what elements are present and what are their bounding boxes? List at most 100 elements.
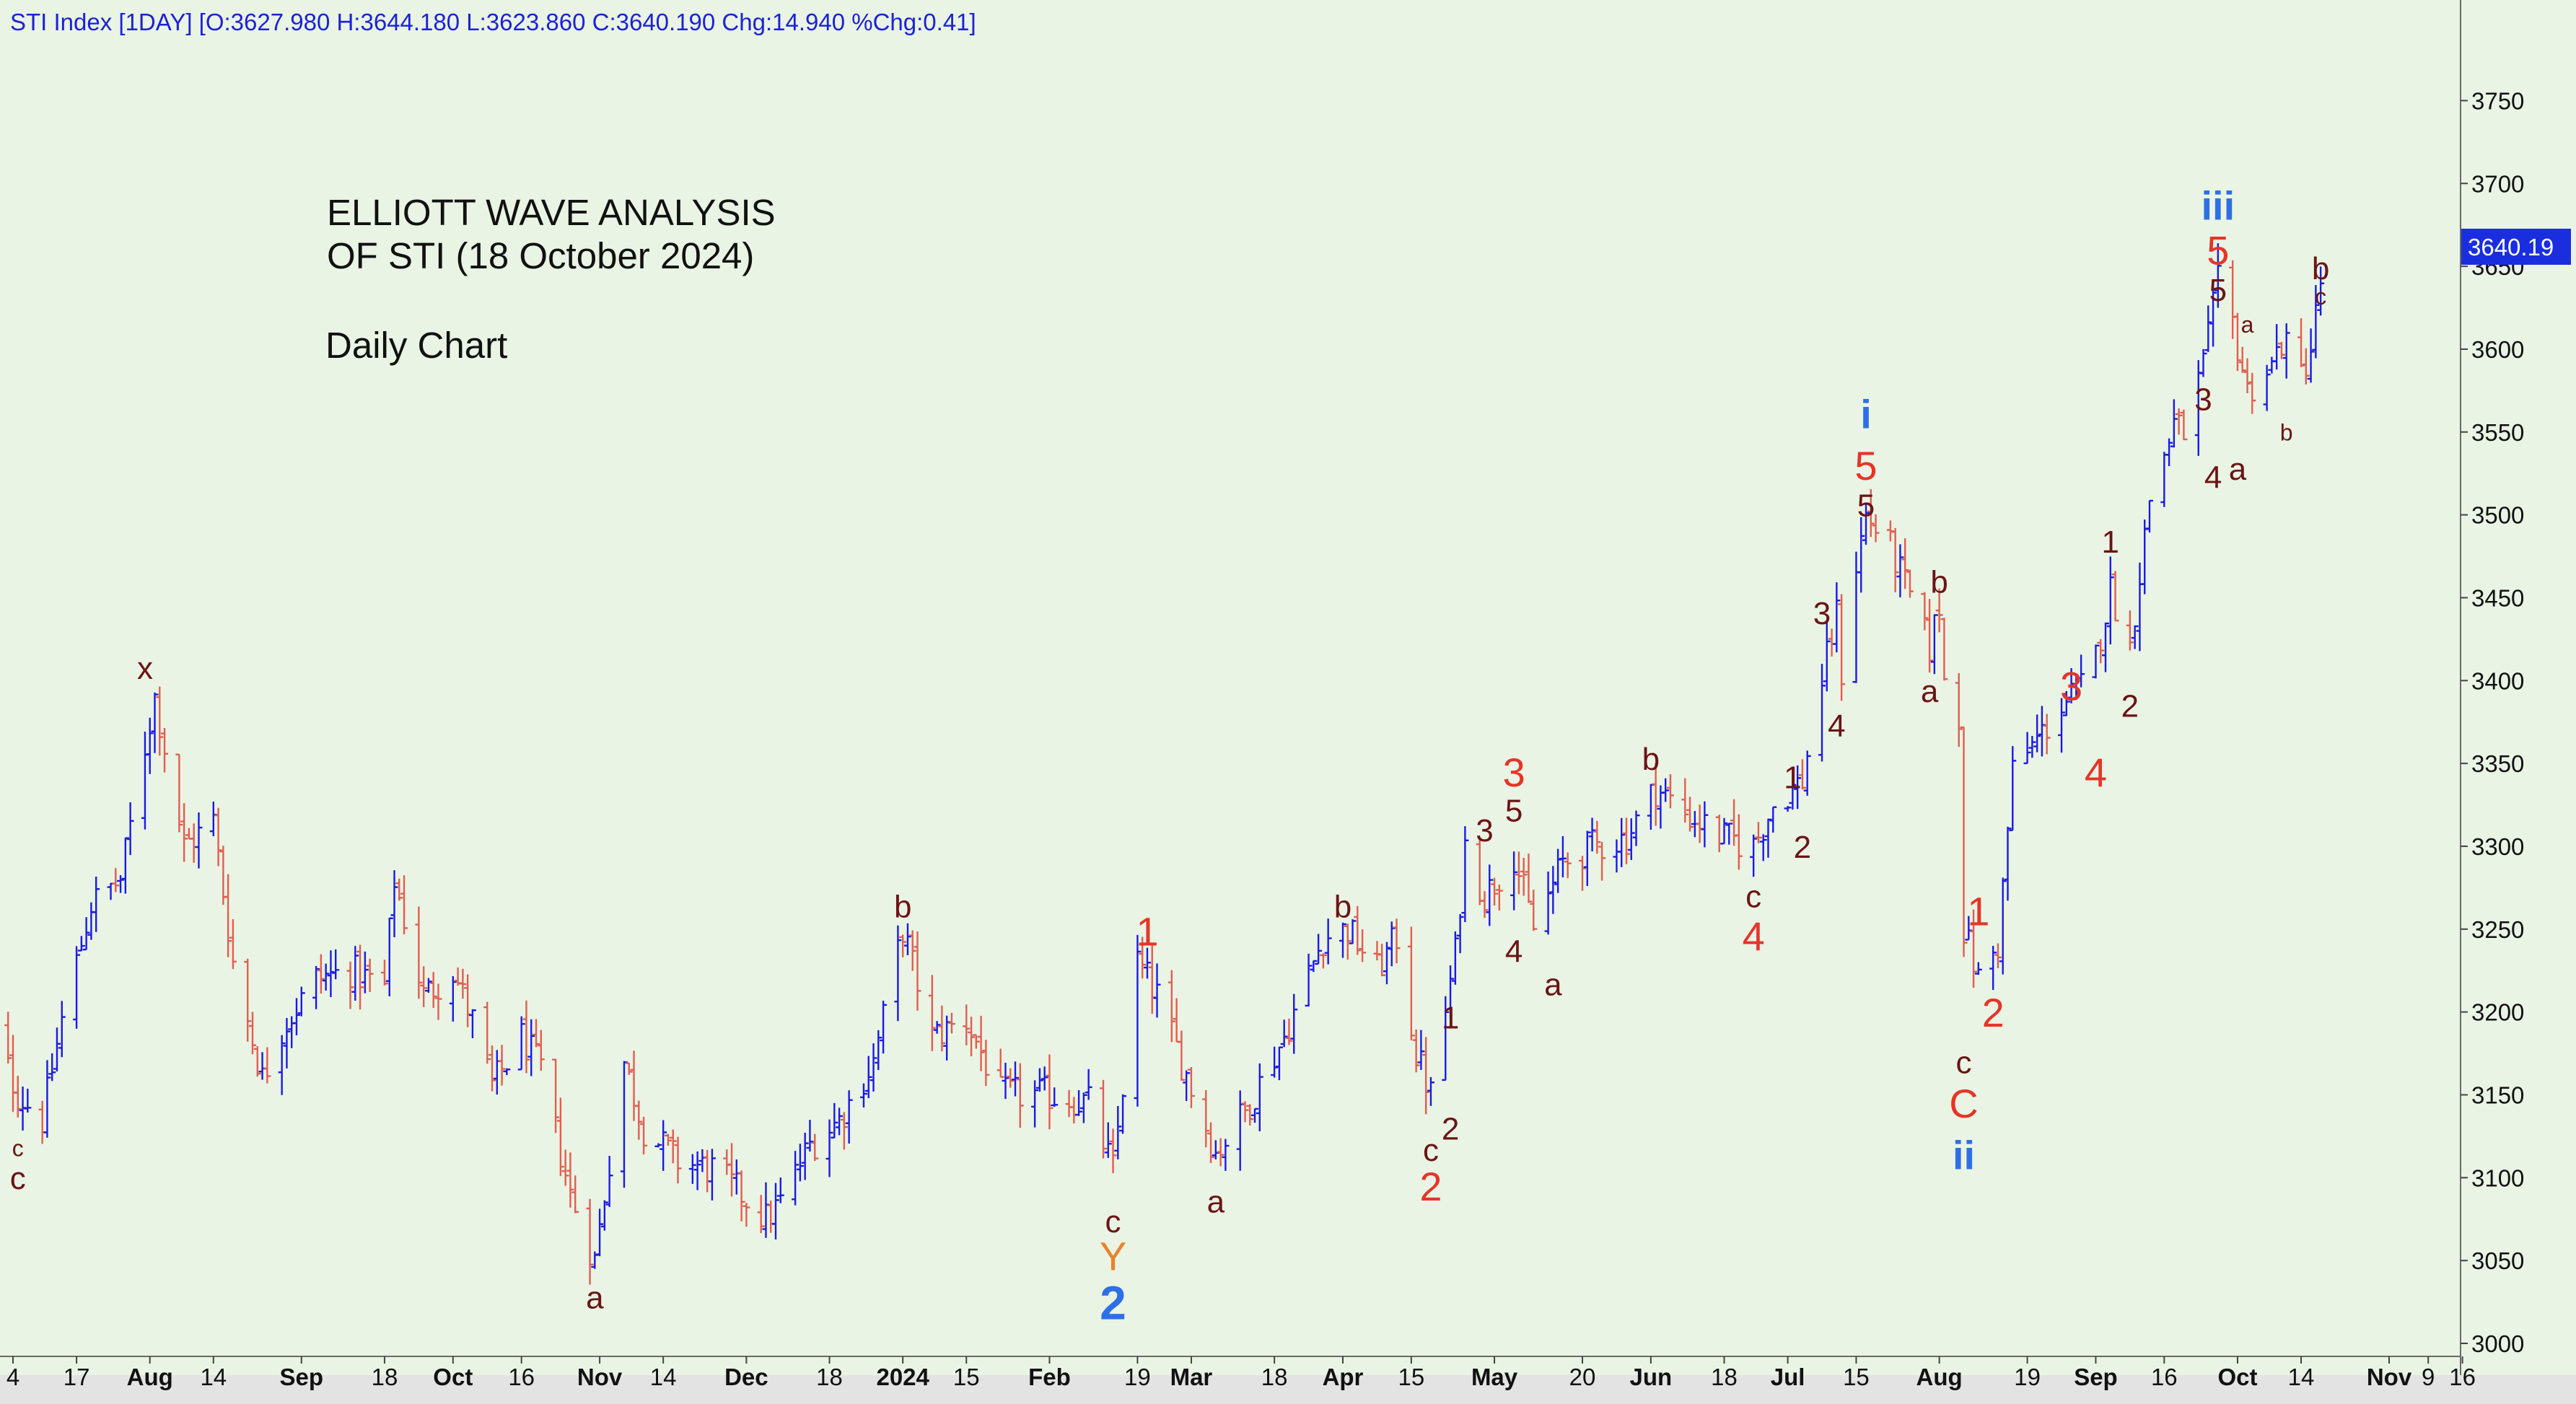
ohlc-bar: [249, 1012, 257, 1055]
wave-label: 5: [1854, 443, 1877, 488]
ohlc-bar: [869, 1043, 877, 1092]
ohlc-bar: [792, 1151, 799, 1206]
ohlc-bar: [1926, 599, 1934, 673]
ohlc-bar: [1310, 960, 1318, 973]
ohlc-bar: [253, 1045, 261, 1077]
ohlc-bar: [537, 1030, 545, 1071]
ohlc-bar: [1222, 1138, 1230, 1171]
time-tick-label: Oct: [2217, 1364, 2257, 1390]
ohlc-bar: [361, 951, 369, 993]
ohlc-bar: [933, 1021, 941, 1034]
ohlc-bar: [1666, 773, 1674, 809]
ohlc-bar: [845, 1090, 853, 1144]
analysis-title-line-1: ELLIOTT WAVE ANALYSIS: [327, 192, 776, 233]
ohlc-bar: [2111, 571, 2119, 622]
ohlc-bar: [1051, 1087, 1059, 1107]
wave-label: 3: [2194, 382, 2212, 418]
ohlc-bar: [903, 923, 911, 955]
wave-label: 5: [2209, 273, 2227, 308]
ohlc-bar: [1012, 1061, 1020, 1097]
ohlc-bar: [1134, 934, 1142, 1107]
ohlc-bar: [2033, 714, 2041, 753]
ohlc-bar: [914, 931, 921, 1011]
ohlc-bar: [1823, 620, 1831, 692]
wave-label: ii: [1953, 1132, 1975, 1177]
ohlc-bar: [1622, 817, 1630, 864]
ohlc-bar: [1114, 1106, 1122, 1159]
ohlc-bar: [1769, 806, 1777, 833]
ohlc-bar: [1838, 594, 1846, 701]
ohlc-bar: [596, 1208, 604, 1257]
price-tag-box: [2461, 229, 2571, 265]
time-tick-label: 20: [1569, 1364, 1596, 1390]
ohlc-bar: [2263, 364, 2271, 411]
time-tick-label: Jul: [1771, 1364, 1805, 1390]
ohlc-bar: [117, 875, 125, 893]
ohlc-bar: [1383, 942, 1390, 985]
wave-label: 4: [1505, 934, 1523, 970]
ohlc-bar: [894, 925, 902, 1022]
ohlc-bar: [586, 1198, 594, 1285]
ohlc-bar: [1754, 822, 1762, 843]
wave-label: b: [1642, 742, 1660, 777]
ohlc-bar: [1388, 921, 1396, 967]
ohlc-bar: [1451, 931, 1459, 985]
ohlc-bar: [2312, 285, 2320, 359]
wave-label: c: [1423, 1133, 1439, 1168]
ohlc-bar: [1872, 514, 1880, 543]
ohlc-bar: [1016, 1063, 1024, 1128]
ohlc-bar: [449, 975, 457, 1022]
ohlc-bar: [151, 692, 159, 753]
ohlc-bar: [92, 876, 100, 932]
ohlc-bar: [2062, 690, 2070, 716]
ohlc-bar: [1183, 1070, 1191, 1102]
ohlc-bar: [195, 812, 203, 869]
ohlc-bar: [522, 1000, 530, 1074]
ohlc-bar: [1495, 885, 1503, 911]
ohlc-bar: [1280, 1019, 1288, 1048]
ohlc-bar: [1007, 1068, 1015, 1088]
ohlc-bar: [772, 1183, 780, 1240]
ohlc-bar: [1559, 835, 1567, 878]
wave-label: 1: [1442, 1000, 1459, 1035]
ohlc-bar: [552, 1058, 560, 1133]
ohlc-bar: [1075, 1090, 1083, 1116]
ohlc-bar: [2317, 266, 2325, 316]
ohlc-bar: [2209, 286, 2217, 347]
ohlc-bar: [1486, 864, 1494, 926]
ohlc-bar: [1627, 818, 1635, 861]
ohlc-bar: [1921, 592, 1929, 631]
ohlc-bar: [982, 1040, 990, 1087]
ohlc-bar: [1212, 1140, 1219, 1159]
ohlc-bar: [1290, 993, 1298, 1054]
ohlc-bar: [2238, 346, 2246, 373]
ohlc-bar: [1867, 488, 1875, 538]
time-axis: 4 17 Aug 14 Sep 18 Oct 16 Nov 14 Dec 18 2024 15 Feb 19 M…: [6, 1356, 2476, 1390]
ohlc-bar: [757, 1195, 765, 1234]
ohlc-bar: [1970, 909, 1978, 988]
ohlc-bar: [669, 1129, 677, 1164]
ohlc-bar: [561, 1149, 569, 1186]
wave-label: 4: [1743, 913, 1765, 959]
ohlc-bar: [1109, 1128, 1117, 1174]
ohlc-bar: [1035, 1068, 1043, 1092]
ohlc-bar: [2092, 644, 2100, 679]
ohlc-bar: [1085, 1069, 1092, 1100]
wave-label: 4: [2085, 750, 2107, 795]
ohlc-bar: [1862, 503, 1870, 545]
ohlc-bar: [556, 1097, 564, 1177]
ohlc-bar: [1079, 1092, 1087, 1123]
ohlc-bar: [1104, 1122, 1112, 1158]
ohlc-bar: [1099, 1079, 1107, 1159]
ohlc-bar: [385, 917, 393, 996]
wave-label: c: [1745, 879, 1761, 915]
ohlc-bar: [1241, 1101, 1249, 1123]
ohlc-bar: [1632, 810, 1640, 846]
ohlc-bar: [429, 972, 437, 1008]
ohlc-bar: [1324, 918, 1332, 965]
ohlc-bar: [1461, 826, 1469, 923]
ohlc-bar: [859, 1083, 867, 1108]
ohlc-bar: [2009, 746, 2017, 832]
ohlc-bar: [1598, 841, 1606, 881]
